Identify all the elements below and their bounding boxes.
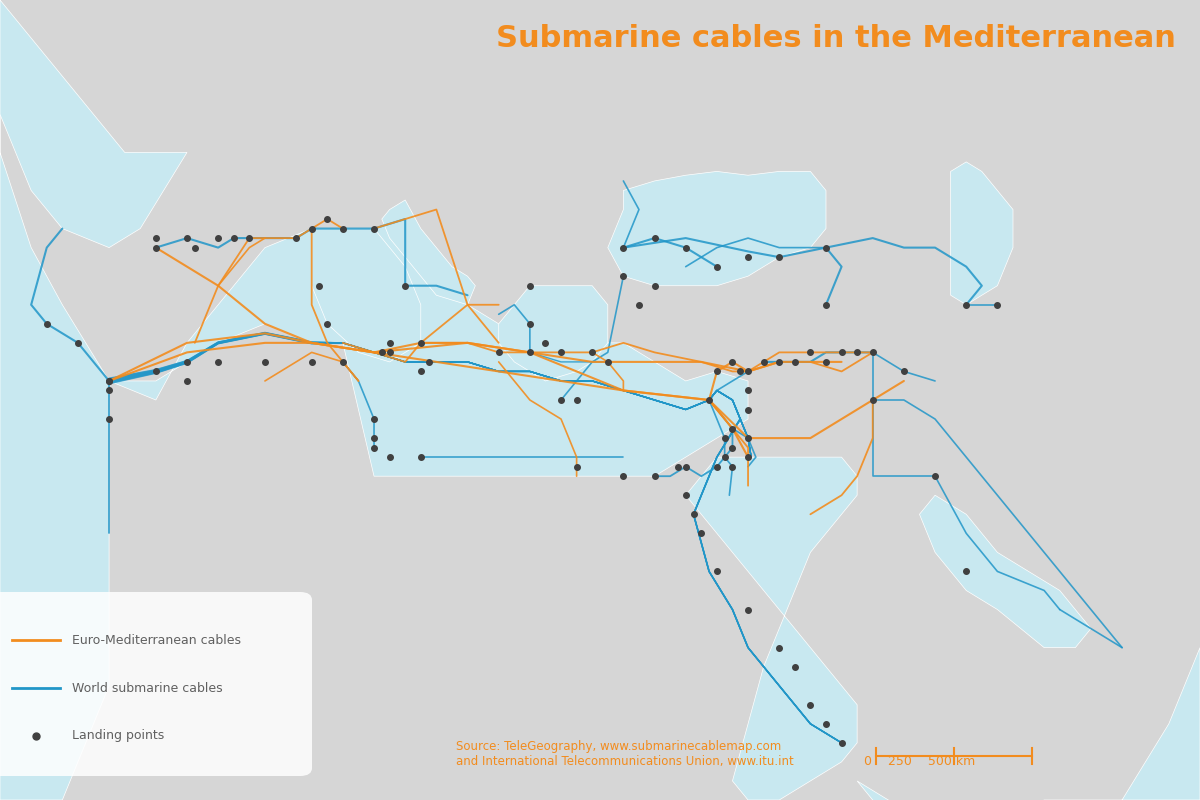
Polygon shape bbox=[950, 162, 1013, 305]
Polygon shape bbox=[685, 457, 857, 800]
Polygon shape bbox=[312, 229, 421, 362]
Text: Landing points: Landing points bbox=[72, 730, 164, 742]
Polygon shape bbox=[607, 171, 826, 286]
Polygon shape bbox=[857, 648, 1200, 800]
Polygon shape bbox=[499, 286, 607, 381]
Text: 0    250    500 km: 0 250 500 km bbox=[864, 755, 976, 768]
Text: World submarine cables: World submarine cables bbox=[72, 682, 223, 694]
Text: Submarine cables in the Mediterranean: Submarine cables in the Mediterranean bbox=[496, 24, 1176, 53]
Polygon shape bbox=[109, 219, 748, 476]
Polygon shape bbox=[0, 0, 187, 248]
FancyBboxPatch shape bbox=[0, 592, 312, 776]
Polygon shape bbox=[382, 200, 475, 305]
Polygon shape bbox=[0, 0, 109, 800]
Text: Source: TeleGeography, www.submarinecablemap.com
and International Telecommunica: Source: TeleGeography, www.submarinecabl… bbox=[456, 740, 793, 768]
Text: Euro-Mediterranean cables: Euro-Mediterranean cables bbox=[72, 634, 241, 646]
Polygon shape bbox=[919, 495, 1091, 648]
